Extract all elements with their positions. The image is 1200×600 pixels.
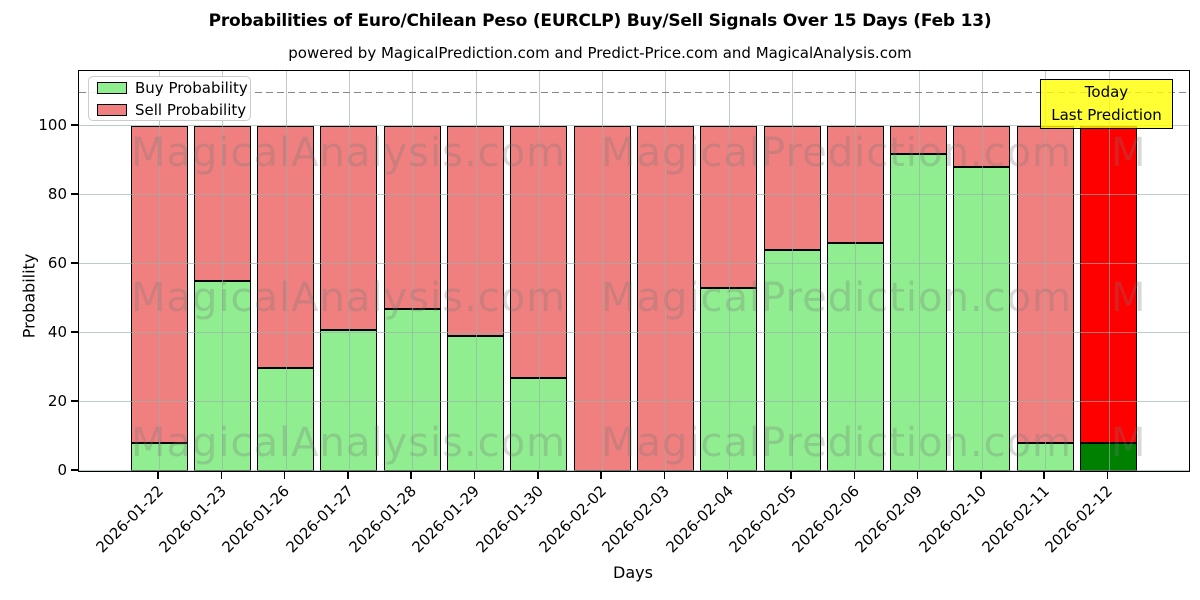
chart-title: Probabilities of Euro/Chilean Peso (EURC… <box>208 11 992 31</box>
x-tick-mark <box>600 471 602 479</box>
y-tick-label: 40 <box>47 323 67 341</box>
x-tick-label: 2026-01-26 <box>218 482 294 557</box>
buy-bar-segment <box>953 167 1011 471</box>
legend: Buy Probability Sell Probability <box>88 76 251 121</box>
sell-bar-segment <box>1080 126 1137 444</box>
y-tick-label: 0 <box>57 461 67 479</box>
x-tick-label: 2026-02-02 <box>535 482 610 557</box>
x-tick-mark <box>473 471 476 479</box>
y-tick-mark <box>71 469 78 471</box>
y-tick-mark <box>71 193 78 195</box>
x-tick-label: 2026-01-22 <box>92 482 167 557</box>
plot-area: MagicalAnalysis.com MagicalPrediction.com… <box>78 70 1190 472</box>
legend-label: Sell Probability <box>135 100 247 119</box>
buy-bar-segment <box>130 443 188 471</box>
x-tick-label: 2026-01-27 <box>282 482 357 557</box>
sell-bar-segment <box>383 126 441 309</box>
x-tick-mark <box>853 471 856 479</box>
x-tick-mark <box>790 471 792 479</box>
buy-bar-segment <box>383 308 441 471</box>
x-tick-label: 2026-01-28 <box>345 482 420 557</box>
sell-bar-segment <box>320 126 378 330</box>
buy-bar-segment <box>700 288 758 471</box>
buy-bar-segment <box>890 153 948 471</box>
x-tick-mark <box>916 471 919 479</box>
x-tick-mark <box>347 471 349 479</box>
x-tick-label: 2026-02-04 <box>662 482 737 557</box>
today-annotation-line1: Today <box>1084 83 1129 101</box>
chart-subtitle: powered by MagicalPrediction.com and Pre… <box>288 44 912 62</box>
buy-bar-segment <box>1016 443 1074 471</box>
x-tick-mark <box>663 471 666 479</box>
x-tick-label: 2026-01-29 <box>408 482 484 557</box>
y-tick-mark <box>71 262 78 264</box>
x-tick-label: 2026-02-06 <box>788 482 864 557</box>
sell-bar-segment <box>763 126 821 251</box>
x-tick-mark <box>726 471 729 479</box>
x-tick-label: 2026-02-12 <box>1041 482 1117 557</box>
x-tick-label: 2026-02-09 <box>851 482 927 557</box>
x-tick-label: 2026-02-11 <box>978 482 1053 557</box>
buy-bar-segment <box>1080 443 1137 471</box>
x-tick-mark <box>157 471 159 479</box>
sell-bar-segment <box>130 126 188 444</box>
y-tick-label: 20 <box>47 392 67 410</box>
x-axis-label: Days <box>613 563 653 582</box>
buy-bar-segment <box>763 250 821 471</box>
sell-bar-segment <box>953 126 1011 168</box>
sell-bar-segment <box>510 126 568 378</box>
today-annotation-box: Today Last Prediction <box>1040 79 1173 129</box>
x-tick-mark <box>537 471 539 479</box>
x-tick-mark <box>410 471 412 479</box>
x-tick-mark <box>220 471 223 479</box>
y-tick-label: 60 <box>47 254 67 272</box>
sell-bar-segment <box>1016 126 1074 444</box>
x-tick-label: 2026-01-23 <box>155 482 231 557</box>
x-tick-label: 2026-02-03 <box>598 482 674 557</box>
y-tick-mark <box>71 331 78 333</box>
y-tick-label: 80 <box>47 185 67 203</box>
today-annotation-line2: Last Prediction <box>1051 106 1162 124</box>
x-tick-mark <box>1043 471 1045 479</box>
sell-bar-segment <box>193 126 251 282</box>
x-tick-label: 2026-02-10 <box>915 482 990 557</box>
y-tick-mark <box>71 124 78 126</box>
x-tick-mark <box>283 471 286 479</box>
buy-bar-segment <box>320 329 378 471</box>
x-tick-mark <box>1106 471 1109 479</box>
legend-swatch <box>97 103 127 116</box>
x-tick-mark <box>980 471 982 479</box>
legend-row: Buy Probability <box>97 79 248 97</box>
sell-bar-segment <box>700 126 758 289</box>
sell-bar-segment <box>636 126 694 471</box>
sell-bar-segment <box>257 126 315 368</box>
buy-bar-segment <box>447 336 504 471</box>
sell-bar-segment <box>890 126 948 154</box>
sell-bar-segment <box>826 126 884 244</box>
x-tick-label: 2026-01-30 <box>472 482 547 557</box>
y-tick-label: 100 <box>38 116 67 134</box>
sell-bar-segment <box>573 126 631 471</box>
buy-bar-segment <box>510 377 568 471</box>
y-tick-mark <box>71 400 78 402</box>
sell-bar-segment <box>447 126 504 337</box>
buy-bar-segment <box>826 243 884 471</box>
legend-row: Sell Probability <box>97 101 246 119</box>
legend-label: Buy Probability <box>135 78 248 97</box>
buy-bar-segment <box>257 367 315 471</box>
legend-swatch <box>97 81 127 94</box>
x-tick-label: 2026-02-05 <box>725 482 800 557</box>
buy-bar-segment <box>193 281 251 471</box>
